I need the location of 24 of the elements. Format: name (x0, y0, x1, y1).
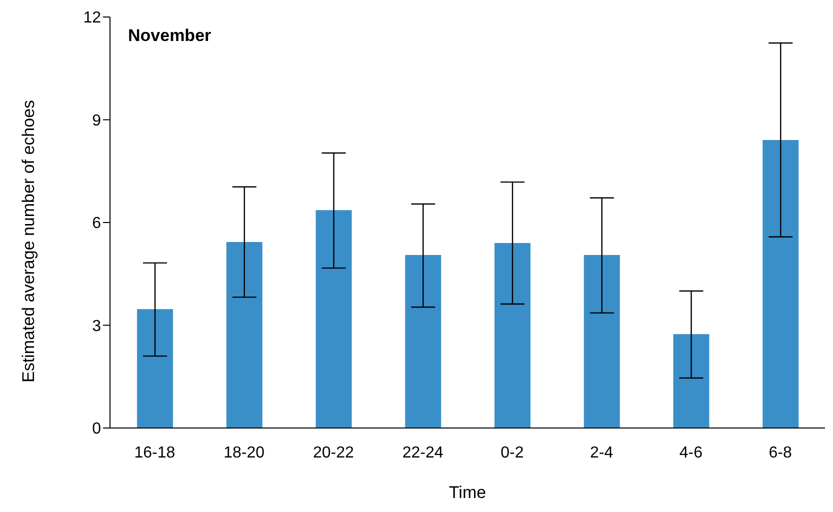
x-tick-label: 22-24 (402, 444, 444, 462)
x-tick-label: 16-18 (134, 444, 176, 462)
y-tick-label: 0 (92, 420, 102, 438)
bar (405, 255, 442, 428)
x-tick-label: 18-20 (224, 444, 265, 462)
x-axis-title: Time (448, 483, 486, 502)
bar (316, 210, 352, 428)
y-axis-title: Estimated average number of echoes (19, 100, 38, 382)
bar (137, 309, 173, 428)
x-tick-label: 0-2 (500, 444, 524, 462)
y-tick-label: 9 (92, 112, 102, 130)
x-tick-label: 4-6 (679, 444, 703, 462)
x-tick-label: 6-8 (768, 444, 792, 462)
y-tick-label: 12 (83, 10, 102, 27)
bar (584, 255, 620, 428)
y-tick-label: 3 (92, 318, 102, 335)
bar (762, 140, 799, 428)
x-tick-label: 20-22 (312, 444, 354, 462)
bar (673, 334, 710, 428)
y-tick-label: 6 (92, 215, 102, 232)
bar (494, 243, 530, 428)
text: November (128, 26, 212, 46)
bar (226, 242, 262, 428)
x-tick-label: 2-4 (590, 444, 614, 462)
